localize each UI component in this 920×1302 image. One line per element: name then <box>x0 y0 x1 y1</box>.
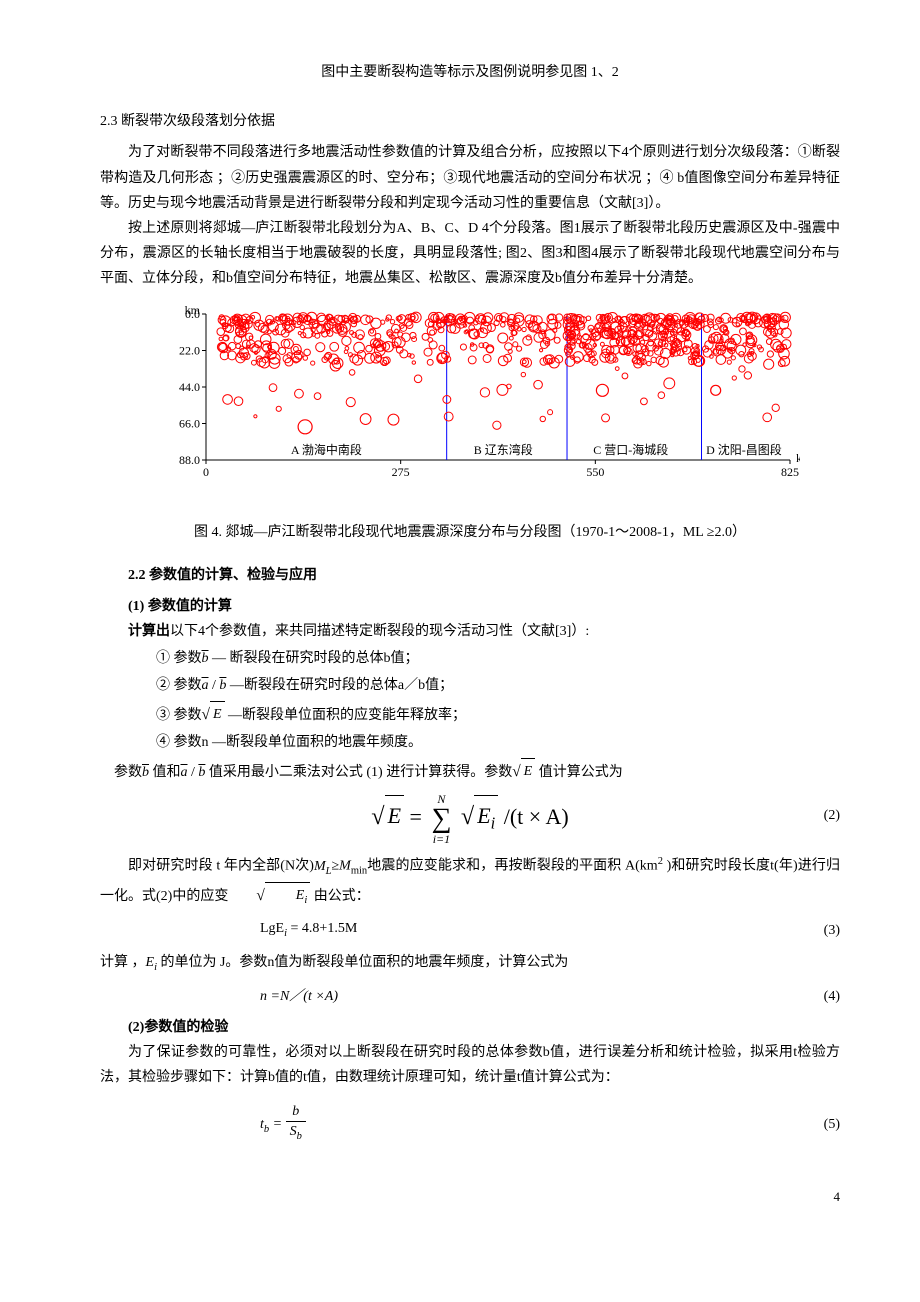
svg-text:88.0: 88.0 <box>179 453 200 467</box>
se-mid2: 值采用最小二乘法对公式 (1) 进行计算获得。参数 <box>205 765 512 780</box>
ae2-b: 地震的应变能求和，再按断裂段的平面积 A(km <box>367 859 658 874</box>
section-2-3-para-1: 为了对断裂带不同段落进行多地震活动性参数值的计算及组合分析，应按照以下4个原则进… <box>100 140 840 216</box>
param-3-pre: ③ 参数 <box>156 708 202 723</box>
equation-2-number: (2) <box>824 803 840 828</box>
param-2-post: —断裂段在研究时段的总体a／b值； <box>226 678 453 693</box>
equation-4-text: n =N／(t ×A) <box>260 989 338 1004</box>
section-2-3-heading: 2.3 断裂带次级段落划分依据 <box>100 109 840 134</box>
equation-2: √E = N∑i=1 √Ei /(t × A) (2) <box>100 793 840 845</box>
equation-5: tb = bSb (5) <box>100 1104 840 1144</box>
param-2-pre: ② 参数 <box>156 678 202 693</box>
check-para: 为了保证参数的可靠性，必须对以上断裂段在研究时段的总体参数b值，进行误差分析和统… <box>100 1040 840 1090</box>
svg-text:A 渤海中南段: A 渤海中南段 <box>291 442 362 457</box>
equation-3-number: (3) <box>780 918 840 943</box>
svg-text:66.0: 66.0 <box>179 416 200 430</box>
figure-4-caption-text: 图 4. 郯城—庐江断裂带北段现代地震震源深度分布与分段图（1970-1～200… <box>194 525 746 540</box>
calc-intro-rest: 以下4个参数值，来共同描述特定断裂段的现今活动习性（文献[3]）: <box>170 624 589 639</box>
equation-4-number: (4) <box>780 984 840 1009</box>
svg-text:0.0: 0.0 <box>185 307 200 321</box>
calc-intro: 计算出以下4个参数值，来共同描述特定断裂段的现今活动习性（文献[3]）: <box>128 619 840 644</box>
calc-intro-prefix: 计算出 <box>128 624 170 639</box>
svg-text:C 营口-海城段: C 营口-海城段 <box>593 442 668 457</box>
se-post: 值计算公式为 <box>535 765 623 780</box>
svg-text:44.0: 44.0 <box>179 380 200 394</box>
svg-text:D 沈阳-昌图段: D 沈阳-昌图段 <box>706 442 782 457</box>
ae2-d: 由公式： <box>310 889 370 904</box>
section-2-2-heading: 2.2 参数值的计算、检验与应用 <box>128 563 840 588</box>
se-pre: 参数 <box>114 765 142 780</box>
eq4-pre: 计算 ， <box>100 955 146 970</box>
svg-text:825: 825 <box>781 465 799 479</box>
param-3: ③ 参数√E —断裂段单位面积的应变能年释放率； <box>156 701 840 729</box>
section-2-3-para-2: 按上述原则将郯城—庐江断裂带北段划分为A、B、C、D 4个分段落。图1展示了断裂… <box>100 216 840 292</box>
equation-3: LgEi = 4.8+1.5M (3) <box>100 916 840 944</box>
section-2-2-sub1: (1) 参数值的计算 <box>128 594 840 619</box>
eq4-mid: 的单位为 J。参数n值为断裂段单位面积的地震年频度，计算公式为 <box>157 955 568 970</box>
eq4-intro: 计算 ，Ei 的单位为 J。参数n值为断裂段单位面积的地震年频度，计算公式为 <box>100 950 840 978</box>
sqrtE-formula-intro: 参数b 值和a / b 值采用最小二乘法对公式 (1) 进行计算获得。参数√E … <box>114 758 840 786</box>
after-eq2-para: 即对研究时段 t 年内全部(N次)ML≥Mmin地震的应变能求和，再按断裂段的平… <box>100 853 840 910</box>
se-mid1: 值和 <box>149 765 181 780</box>
svg-text:275: 275 <box>392 465 410 479</box>
figure-4-chart: km0.022.044.066.088.00275550825kmA 渤海中南段… <box>160 306 840 506</box>
param-3-post: —断裂段单位面积的应变能年释放率； <box>225 708 467 723</box>
param-1-pre: ① 参数 <box>156 651 202 666</box>
svg-text:550: 550 <box>586 465 604 479</box>
equation-4: n =N／(t ×A) (4) <box>100 984 840 1009</box>
page-number: 4 <box>100 1185 840 1208</box>
section-2-2-sub2: (2)参数值的检验 <box>128 1015 840 1040</box>
figure-4-caption: 图 4. 郯城—庐江断裂带北段现代地震震源深度分布与分段图（1970-1～200… <box>100 520 840 545</box>
param-4: ④ 参数n —断裂段单位面积的地震年频度。 <box>156 730 840 755</box>
equation-5-number: (5) <box>780 1112 840 1137</box>
svg-text:22.0: 22.0 <box>179 343 200 357</box>
ae2-a: 即对研究时段 t 年内全部(N次) <box>128 859 314 874</box>
svg-text:km: km <box>796 451 800 465</box>
param-2: ② 参数a / b —断裂段在研究时段的总体a／b值； <box>156 673 840 698</box>
param-1: ① 参数b — 断裂段在研究时段的总体b值； <box>156 646 840 671</box>
svg-text:B 辽东湾段: B 辽东湾段 <box>474 442 533 457</box>
figure-ref-caption: 图中主要断裂构造等标示及图例说明参见图 1、2 <box>100 60 840 85</box>
param-1-post: — 断裂段在研究时段的总体b值； <box>209 651 419 666</box>
svg-text:0: 0 <box>203 465 209 479</box>
